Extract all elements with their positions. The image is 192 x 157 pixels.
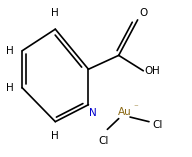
- Text: H: H: [6, 46, 14, 56]
- Text: O: O: [144, 66, 152, 76]
- Text: O: O: [140, 8, 148, 18]
- Text: H: H: [152, 66, 160, 76]
- Text: N: N: [89, 108, 97, 118]
- Text: Cl: Cl: [98, 135, 109, 146]
- Text: Cl: Cl: [153, 120, 163, 130]
- Text: H: H: [51, 8, 59, 18]
- Text: ⁻: ⁻: [133, 103, 138, 112]
- Text: H: H: [51, 131, 59, 141]
- Text: H: H: [6, 83, 14, 93]
- Text: Au: Au: [118, 107, 131, 117]
